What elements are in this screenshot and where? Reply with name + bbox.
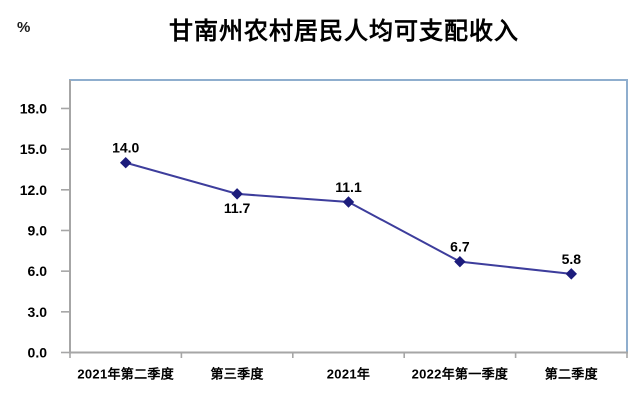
x-tick-label: 第三季度 [210, 367, 264, 382]
x-tick-label: 第二季度 [545, 367, 599, 382]
data-point-label: 14.0 [112, 140, 139, 156]
x-tick-label: 2022年第一季度 [412, 367, 509, 382]
data-point-label: 6.7 [450, 239, 470, 255]
data-point-label: 5.8 [562, 251, 582, 267]
y-axis-labels: 18.0 15.0 12.0 9.0 6.0 3.0 0.0 [20, 100, 47, 360]
data-point-marker [342, 196, 355, 208]
x-tick-label: 2021年 [327, 367, 370, 382]
y-tick-label: 12.0 [20, 182, 47, 198]
y-tick-label: 0.0 [28, 345, 48, 361]
y-tick-label: 15.0 [20, 141, 47, 157]
data-point-label: 11.1 [335, 179, 362, 195]
y-axis-ticks [61, 107, 70, 354]
y-tick-label: 3.0 [28, 304, 48, 320]
y-tick-label: 18.0 [20, 100, 47, 116]
plot-area-border [69, 79, 628, 354]
data-series [119, 156, 578, 280]
data-point-label: 11.7 [224, 200, 251, 216]
x-axis-ticks [69, 352, 628, 358]
x-axis-labels: 2021年第二季度 第三季度 2021年 2022年第一季度 第二季度 [77, 367, 598, 382]
chart-title: 甘南州农村居民人均可支配收入 [169, 18, 519, 45]
data-point-marker [565, 268, 578, 280]
y-axis-unit-label: % [17, 19, 31, 36]
data-point-marker [454, 255, 466, 268]
y-tick-label: 9.0 [28, 222, 48, 238]
data-point-marker [119, 156, 132, 169]
y-tick-label: 6.0 [28, 263, 48, 279]
x-tick-label: 2021年第二季度 [77, 367, 174, 382]
data-point-labels: 14.0 11.7 11.1 6.7 5.8 [112, 140, 581, 267]
data-point-marker [231, 188, 243, 200]
